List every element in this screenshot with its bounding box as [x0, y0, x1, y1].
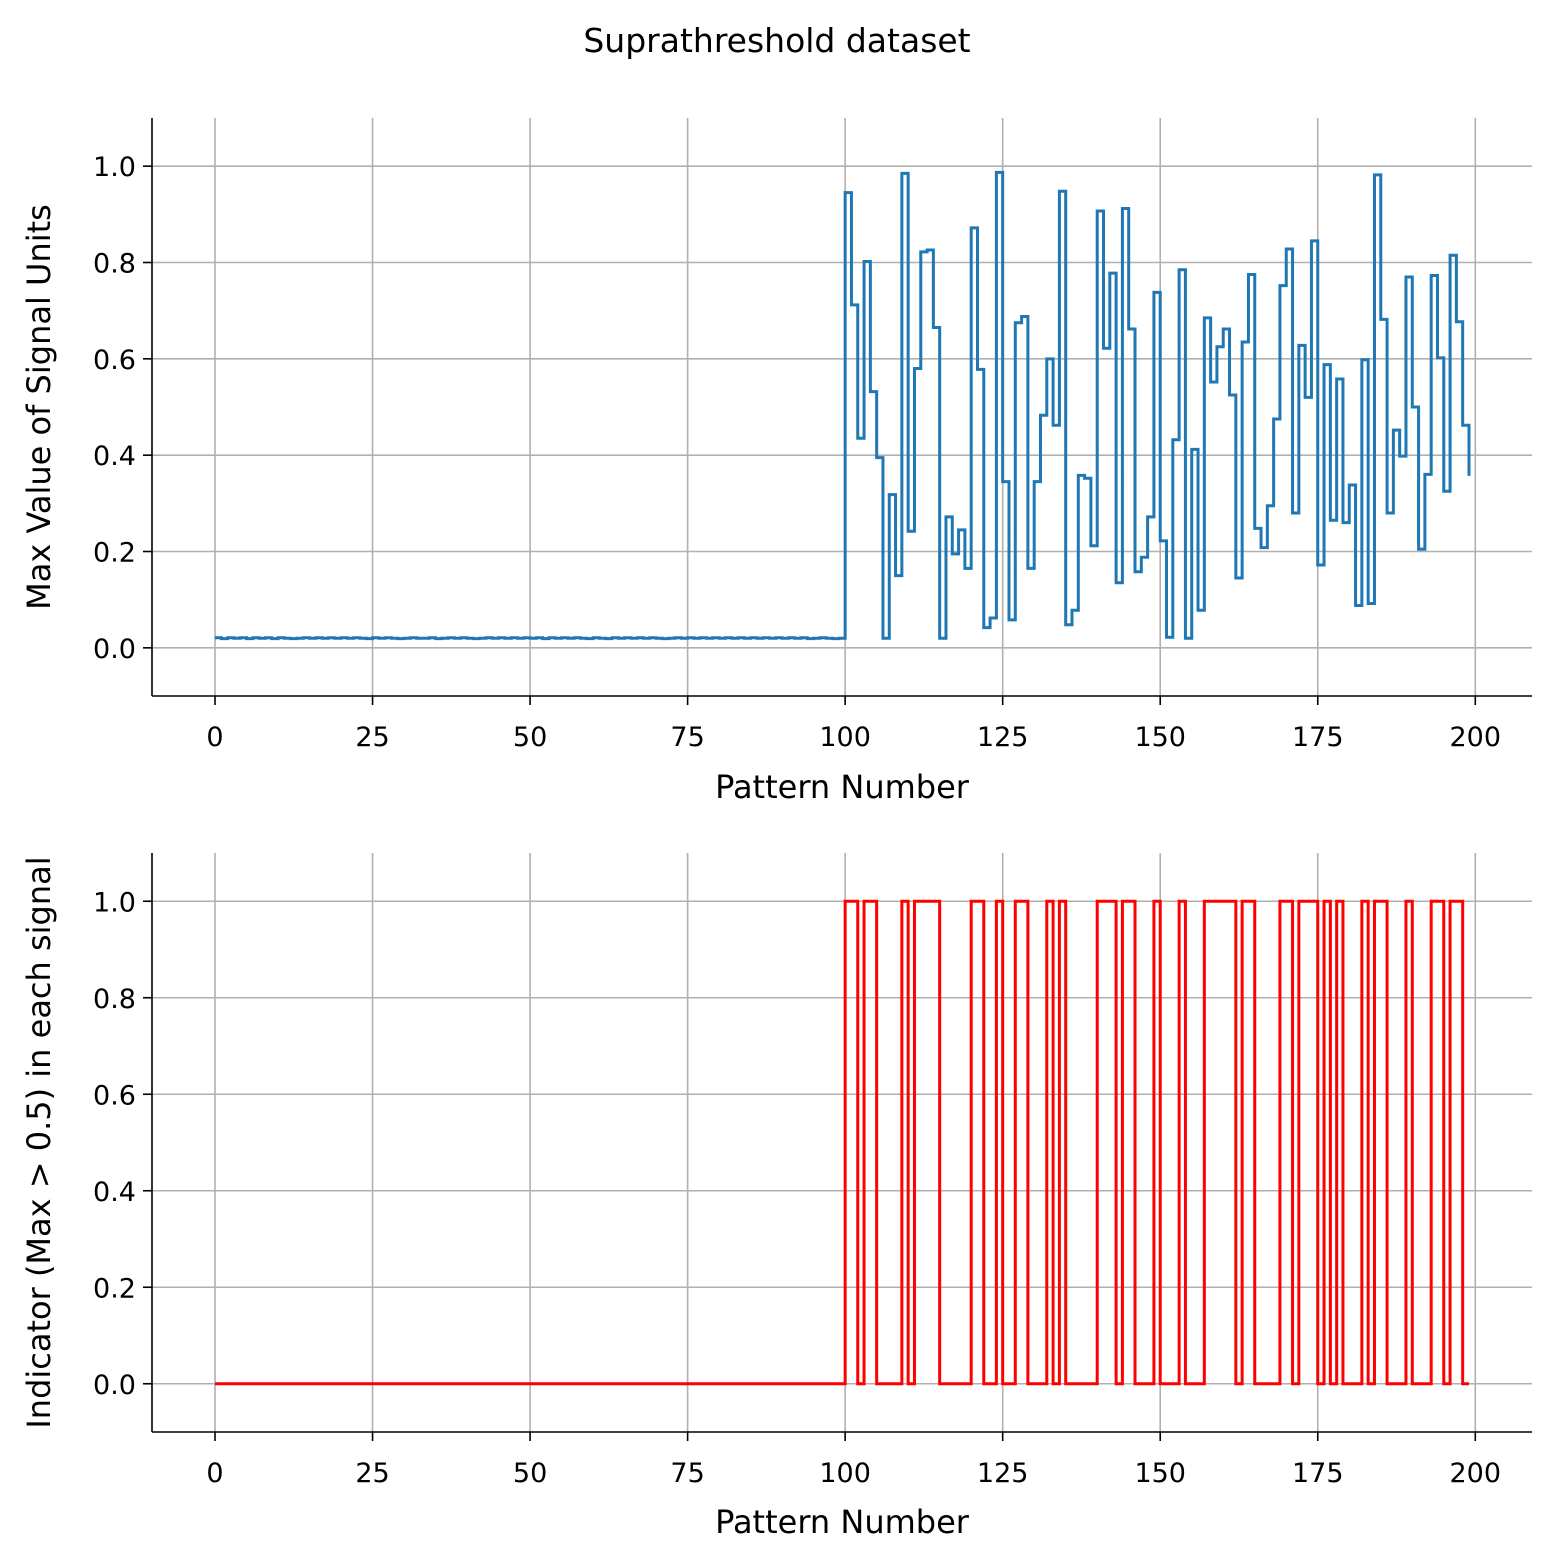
bottom-series-line-0: [215, 899, 1469, 1386]
bottom-xtick-label-175: 175: [1292, 1458, 1344, 1489]
bottom-xtick-label-100: 100: [819, 1458, 871, 1489]
top-grid: [152, 118, 1532, 696]
bottom-ytick-label-0.0: 0.0: [93, 1370, 136, 1401]
bottom-y-ticks: 0.0 0.2 0.4 0.6 0.8 1.0: [93, 887, 152, 1401]
bottom-xtick-label-50: 50: [513, 1458, 547, 1489]
top-xtick-label-0: 0: [206, 722, 223, 753]
top-xtick-label-200: 200: [1450, 722, 1502, 753]
top-xtick-label-125: 125: [977, 722, 1029, 753]
top-xtick-label-150: 150: [1134, 722, 1186, 753]
top-series-line-0: [215, 170, 1471, 641]
bottom-series: [215, 899, 1469, 1386]
top-xtick-label-175: 175: [1292, 722, 1344, 753]
top-xtick-label-25: 25: [355, 722, 389, 753]
bottom-ytick-label-1.0: 1.0: [93, 887, 136, 918]
top-spines: [151, 118, 1532, 697]
bottom-xtick-label-75: 75: [670, 1458, 704, 1489]
bottom-ytick-label-0.6: 0.6: [93, 1080, 136, 1111]
figure-title: Suprathreshold dataset: [583, 21, 970, 60]
bottom-ytick-label-0.8: 0.8: [93, 984, 136, 1015]
top-x-ticks: 0 25 50 75 100 125 150 175 200: [206, 696, 1501, 753]
top-xtick-label-75: 75: [670, 722, 704, 753]
top-y-axis-label: Max Value of Signal Units: [20, 204, 58, 610]
top-xtick-label-50: 50: [513, 722, 547, 753]
bottom-spines: [151, 853, 1532, 1433]
bottom-y-axis-label: Indicator (Max > 0.5) in each signal: [20, 856, 58, 1428]
top-ytick-label-0.8: 0.8: [93, 249, 136, 280]
top-ytick-label-1.0: 1.0: [93, 152, 136, 183]
bottom-xtick-label-200: 200: [1450, 1458, 1502, 1489]
top-ytick-label-0.0: 0.0: [93, 634, 136, 665]
bottom-ytick-label-0.2: 0.2: [93, 1273, 136, 1304]
top-ytick-label-0.6: 0.6: [93, 345, 136, 376]
bottom-xtick-label-125: 125: [977, 1458, 1029, 1489]
bottom-xtick-label-0: 0: [206, 1458, 223, 1489]
bottom-xtick-label-150: 150: [1134, 1458, 1186, 1489]
top-panel: 0 25 50 75 100 125 150 175 200 0.0 0.2 0.4 0.6 0.8 1.…: [20, 118, 1532, 806]
bottom-ytick-label-0.4: 0.4: [93, 1177, 136, 1208]
top-series: [215, 170, 1471, 641]
top-y-ticks: 0.0 0.2 0.4 0.6 0.8 1.0: [93, 152, 152, 665]
bottom-xtick-label-25: 25: [355, 1458, 389, 1489]
bottom-x-ticks: 0 25 50 75 100 125 150 175 200: [206, 1432, 1501, 1489]
top-ytick-label-0.4: 0.4: [93, 441, 136, 472]
bottom-x-axis-label: Pattern Number: [715, 1503, 970, 1541]
bottom-panel: 0 25 50 75 100 125 150 175 200 0.0 0.2 0.4 0.6 0.8 1.…: [20, 853, 1532, 1541]
top-ytick-label-0.2: 0.2: [93, 538, 136, 569]
top-x-axis-label: Pattern Number: [715, 768, 970, 806]
top-xtick-label-100: 100: [819, 722, 871, 753]
